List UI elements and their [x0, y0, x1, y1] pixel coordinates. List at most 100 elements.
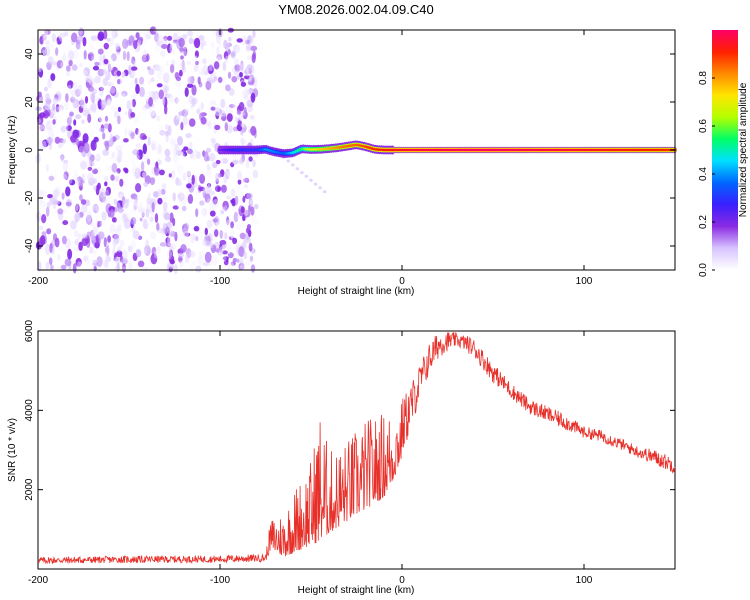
noise-speckle — [208, 120, 212, 129]
noise-speckle — [111, 32, 119, 37]
noise-speckle — [83, 178, 89, 183]
noise-speckle — [198, 186, 205, 192]
noise-speckle — [195, 208, 199, 218]
noise-speckle — [148, 97, 154, 107]
noise-speckle — [44, 86, 48, 92]
noise-speckle — [39, 200, 47, 209]
noise-speckle — [186, 61, 192, 65]
noise-speckle — [97, 48, 104, 55]
noise-speckle — [75, 257, 82, 267]
noise-speckle — [130, 132, 135, 140]
noise-speckle — [153, 249, 161, 259]
noise-speckle — [217, 186, 221, 192]
noise-speckle — [179, 69, 183, 77]
noise-speckle — [150, 111, 157, 119]
noise-speckle — [142, 97, 146, 107]
noise-speckle — [201, 208, 208, 216]
noise-speckle — [186, 83, 194, 88]
noise-speckle — [105, 85, 109, 92]
noise-speckle — [67, 80, 74, 89]
noise-speckle — [201, 124, 208, 130]
noise-speckle — [102, 189, 110, 199]
noise-speckle — [100, 69, 107, 74]
noise-speckle — [202, 170, 208, 176]
noise-speckle — [132, 230, 140, 240]
noise-speckle — [222, 61, 227, 72]
noise-speckle — [193, 225, 200, 232]
noise-speckle — [105, 247, 112, 256]
noise-speckle — [79, 194, 83, 201]
noise-speckle — [214, 124, 221, 131]
noise-speckle — [253, 118, 259, 124]
noise-speckle — [165, 213, 171, 221]
noise-speckle — [226, 42, 233, 47]
noise-speckle — [90, 91, 96, 103]
noise-speckle — [121, 71, 126, 78]
noise-speckle — [156, 83, 163, 88]
noise-speckle — [75, 138, 80, 146]
noise-speckle — [46, 202, 51, 208]
noise-speckle — [75, 203, 80, 213]
noise-speckle — [243, 210, 251, 218]
noise-speckle — [60, 125, 67, 133]
noise-speckle — [140, 161, 145, 172]
noise-speckle — [225, 106, 230, 116]
snr-marks — [37, 331, 676, 565]
noise-speckle — [93, 185, 97, 191]
noise-speckle — [233, 44, 241, 54]
noise-speckle — [109, 37, 115, 46]
noise-speckle — [74, 229, 79, 237]
noise-speckle — [213, 133, 218, 141]
noise-speckle — [71, 231, 77, 242]
noise-speckle — [156, 40, 164, 47]
noise-speckle — [149, 263, 155, 272]
noise-speckle — [130, 209, 135, 215]
snr-y-tick-label: 4000 — [24, 399, 35, 422]
noise-speckle — [111, 152, 115, 159]
noise-speckle — [49, 242, 53, 253]
noise-speckle — [102, 149, 109, 156]
noise-speckle — [81, 173, 86, 182]
noise-speckle — [224, 122, 228, 132]
noise-speckle — [238, 262, 245, 271]
noise-speckle — [141, 211, 145, 218]
noise-speckle — [137, 207, 145, 214]
noise-speckle — [244, 185, 249, 194]
noise-speckle — [117, 106, 122, 113]
noise-speckle — [66, 175, 73, 184]
spectrogram-y-label: Frequency (Hz) — [7, 116, 18, 185]
noise-speckle — [152, 91, 160, 100]
noise-speckle — [178, 260, 185, 268]
snr-ticks: -200 -100 0 100 2000 4000 6000 — [24, 319, 675, 586]
noise-speckle — [155, 115, 161, 122]
noise-speckle — [157, 69, 163, 80]
noise-speckle — [65, 93, 69, 103]
noise-speckle — [98, 220, 103, 227]
noise-speckle — [42, 123, 50, 132]
spectrogram-x-tick-label: -100 — [210, 276, 230, 287]
noise-speckle — [100, 99, 107, 109]
noise-speckle — [142, 171, 148, 178]
noise-speckle — [187, 194, 194, 204]
noise-speckle — [252, 30, 256, 38]
noise-speckle — [130, 80, 137, 88]
noise-speckle — [207, 132, 212, 139]
noise-speckle — [44, 29, 51, 35]
noise-speckle — [202, 262, 210, 267]
noise-speckle — [97, 182, 101, 190]
band-streak-point — [318, 186, 322, 190]
noise-speckle — [237, 179, 242, 185]
spectrogram-marks — [35, 26, 677, 275]
noise-speckle — [181, 200, 185, 206]
noise-speckle — [40, 190, 47, 196]
noise-speckle — [111, 217, 118, 223]
noise-speckle — [38, 96, 45, 106]
noise-speckle — [227, 264, 233, 270]
noise-speckle — [118, 206, 124, 214]
noise-speckle — [75, 39, 81, 50]
noise-speckle — [90, 104, 94, 112]
noise-speckle — [220, 184, 227, 193]
noise-speckle — [144, 245, 151, 256]
noise-speckle — [63, 159, 69, 164]
noise-speckle — [238, 186, 245, 195]
